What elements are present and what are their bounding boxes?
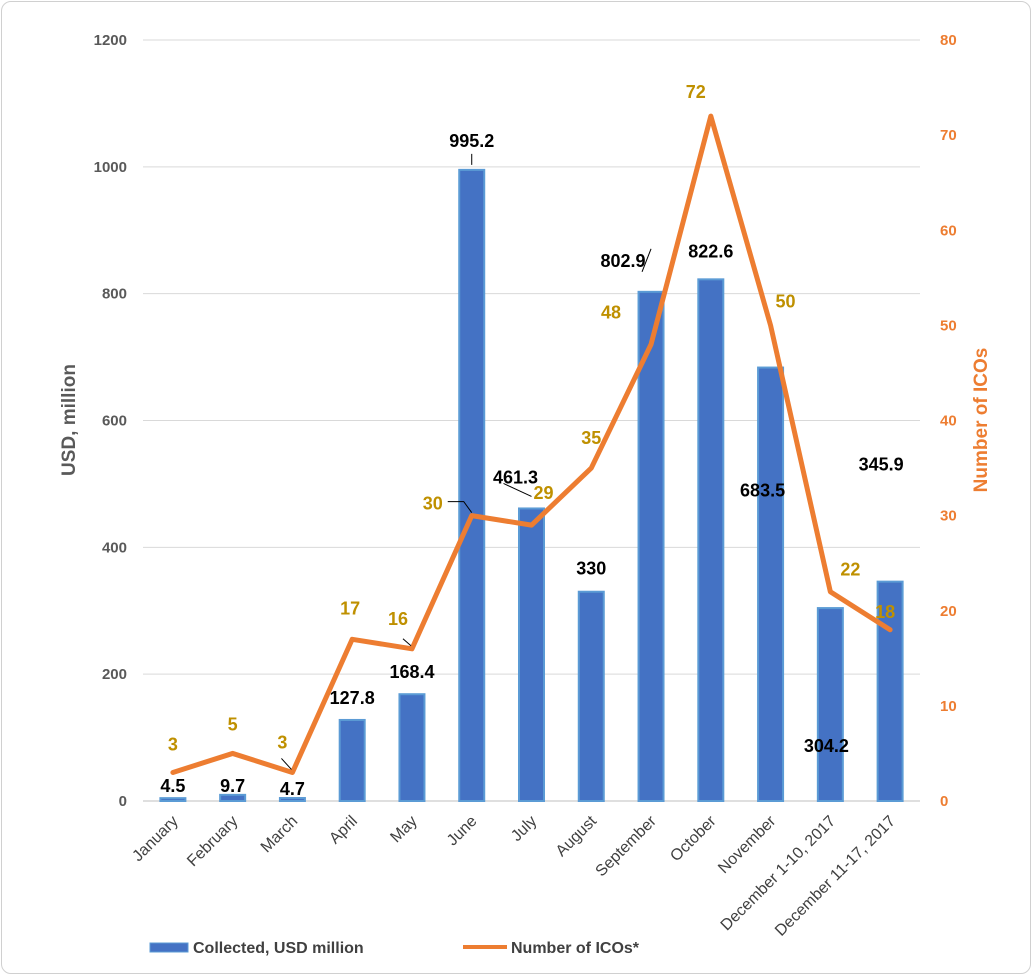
legend-bar-label: Collected, USD million	[193, 940, 364, 957]
bar-data-label: 168.4	[389, 662, 434, 682]
y-left-tick-label: 0	[119, 793, 127, 810]
x-tick-label: January	[129, 813, 181, 865]
y-right-axis-title: Number of ICOs	[971, 348, 992, 493]
x-tick-label: November	[715, 812, 780, 877]
line-series	[170, 113, 893, 775]
y-left-tick-label: 800	[102, 286, 127, 303]
x-tick-label: August	[553, 812, 601, 860]
x-tick-label: May	[387, 813, 420, 846]
bar	[577, 590, 605, 802]
y-right-tick-label: 10	[940, 698, 957, 715]
gridlines	[143, 39, 920, 802]
bar-data-label: 127.8	[330, 688, 375, 708]
bar	[278, 797, 306, 802]
ico-count-line	[170, 113, 893, 775]
bar	[816, 607, 844, 802]
leader-line	[641, 248, 652, 273]
x-tick-label: October	[667, 812, 720, 865]
x-tick-label: April	[326, 813, 361, 848]
bar	[398, 693, 426, 803]
y-right-tick-label: 40	[940, 413, 957, 430]
line-data-label: 72	[686, 82, 706, 102]
x-tick-label: July	[508, 813, 540, 845]
line-data-label: 3	[277, 732, 287, 752]
line-data-label: 18	[875, 602, 895, 622]
line-data-label: 48	[601, 302, 621, 322]
bar-data-label: 9.7	[220, 776, 245, 796]
y-right-tick-label: 70	[940, 127, 957, 144]
bar-data-label: 4.7	[280, 779, 305, 799]
bar-data-label: 461.3	[493, 467, 538, 487]
leader-line	[402, 638, 412, 647]
line-data-label: 29	[533, 483, 553, 503]
y-left-tick-label: 400	[102, 539, 127, 556]
bar	[458, 168, 486, 803]
x-tick-label: February	[184, 813, 241, 870]
bar	[219, 793, 247, 802]
x-tick-label: September	[593, 812, 661, 880]
bar	[159, 797, 187, 802]
bar	[637, 290, 665, 802]
leader-line	[281, 758, 292, 770]
bar	[518, 507, 545, 802]
line-data-label: 3	[168, 734, 178, 754]
bar-data-label: 345.9	[859, 455, 904, 475]
bar	[876, 580, 904, 802]
legend-line-label: Number of ICOs*	[511, 940, 640, 957]
bar-data-label: 995.2	[449, 131, 494, 151]
y-left-tick-label: 200	[102, 666, 127, 683]
legend: Collected, USD million Number of ICOs*	[149, 940, 640, 957]
bar-data-label: 802.9	[601, 251, 646, 271]
line-data-label: 5	[228, 714, 238, 734]
bar-data-label: 683.5	[740, 481, 785, 501]
bar-data-label: 4.5	[160, 776, 185, 796]
y-left-tick-label: 600	[102, 413, 127, 430]
line-data-label: 50	[776, 291, 796, 311]
line-data-label: 35	[581, 428, 601, 448]
y-left-tick-label: 1200	[94, 32, 127, 49]
y-left-tick-label: 1000	[94, 159, 127, 176]
x-tick-label: December 1-10, 2017	[718, 813, 840, 935]
bar-series	[159, 168, 904, 803]
y-right-tick-label: 60	[940, 222, 957, 239]
line-data-label: 16	[388, 609, 408, 629]
bar-data-label: 330	[576, 559, 606, 579]
line-data-label: 30	[423, 494, 443, 514]
y-left-axis-title: USD, million	[59, 364, 80, 476]
line-data-label: 22	[840, 560, 860, 580]
bar-data-label: 304.2	[804, 736, 849, 756]
bar	[338, 718, 366, 802]
leader-line	[503, 483, 532, 497]
y-right-tick-label: 20	[940, 603, 957, 620]
legend-bar-swatch	[149, 942, 189, 953]
x-tick-label: March	[258, 813, 301, 856]
bar	[697, 278, 725, 803]
x-tick-label: June	[444, 813, 481, 850]
y-right-tick-label: 50	[940, 317, 957, 334]
y-right-tick-label: 30	[940, 508, 957, 525]
x-tick-label: December 11-17, 2017	[772, 813, 899, 940]
bar	[757, 366, 785, 802]
bar-data-label: 822.6	[688, 241, 733, 261]
leader-line	[447, 501, 473, 513]
y-right-tick-label: 0	[940, 793, 948, 810]
line-data-label: 17	[340, 598, 360, 618]
y-right-tick-label: 80	[940, 32, 957, 49]
